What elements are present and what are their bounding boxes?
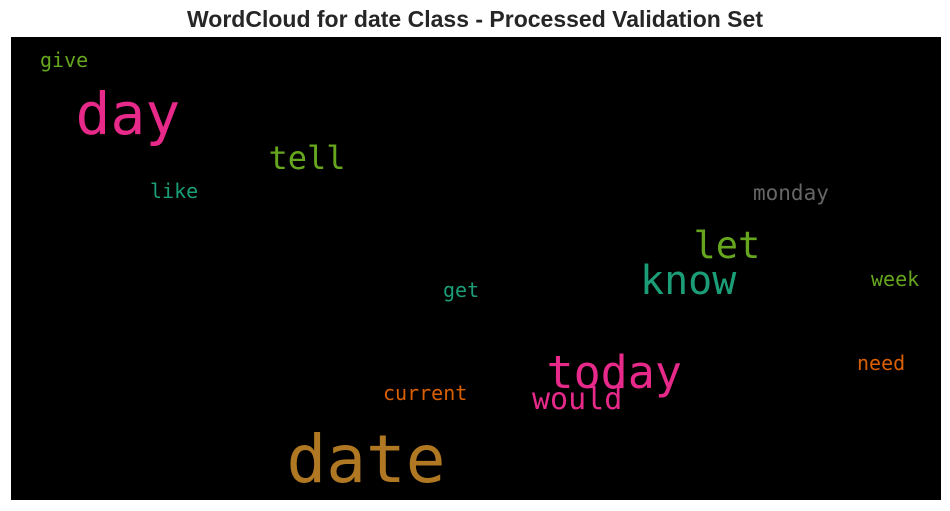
word-current: current bbox=[383, 381, 468, 405]
word-week: week bbox=[871, 267, 920, 291]
word-know: know bbox=[640, 258, 737, 304]
word-let: let bbox=[693, 224, 761, 267]
word-monday: monday bbox=[753, 181, 829, 205]
word-need: need bbox=[857, 351, 906, 375]
word-get: get bbox=[443, 278, 480, 302]
word-give: give bbox=[40, 48, 89, 72]
word-like: like bbox=[150, 179, 199, 203]
wordcloud-canvas: date day today know let tell would monday curren… bbox=[11, 37, 941, 500]
chart-title: WordCloud for date Class - Processed Val… bbox=[187, 6, 763, 32]
word-day: day bbox=[75, 80, 181, 148]
word-tell: tell bbox=[268, 139, 346, 177]
word-would: would bbox=[532, 382, 623, 417]
word-date: date bbox=[286, 421, 446, 498]
word-today: today bbox=[546, 346, 682, 399]
